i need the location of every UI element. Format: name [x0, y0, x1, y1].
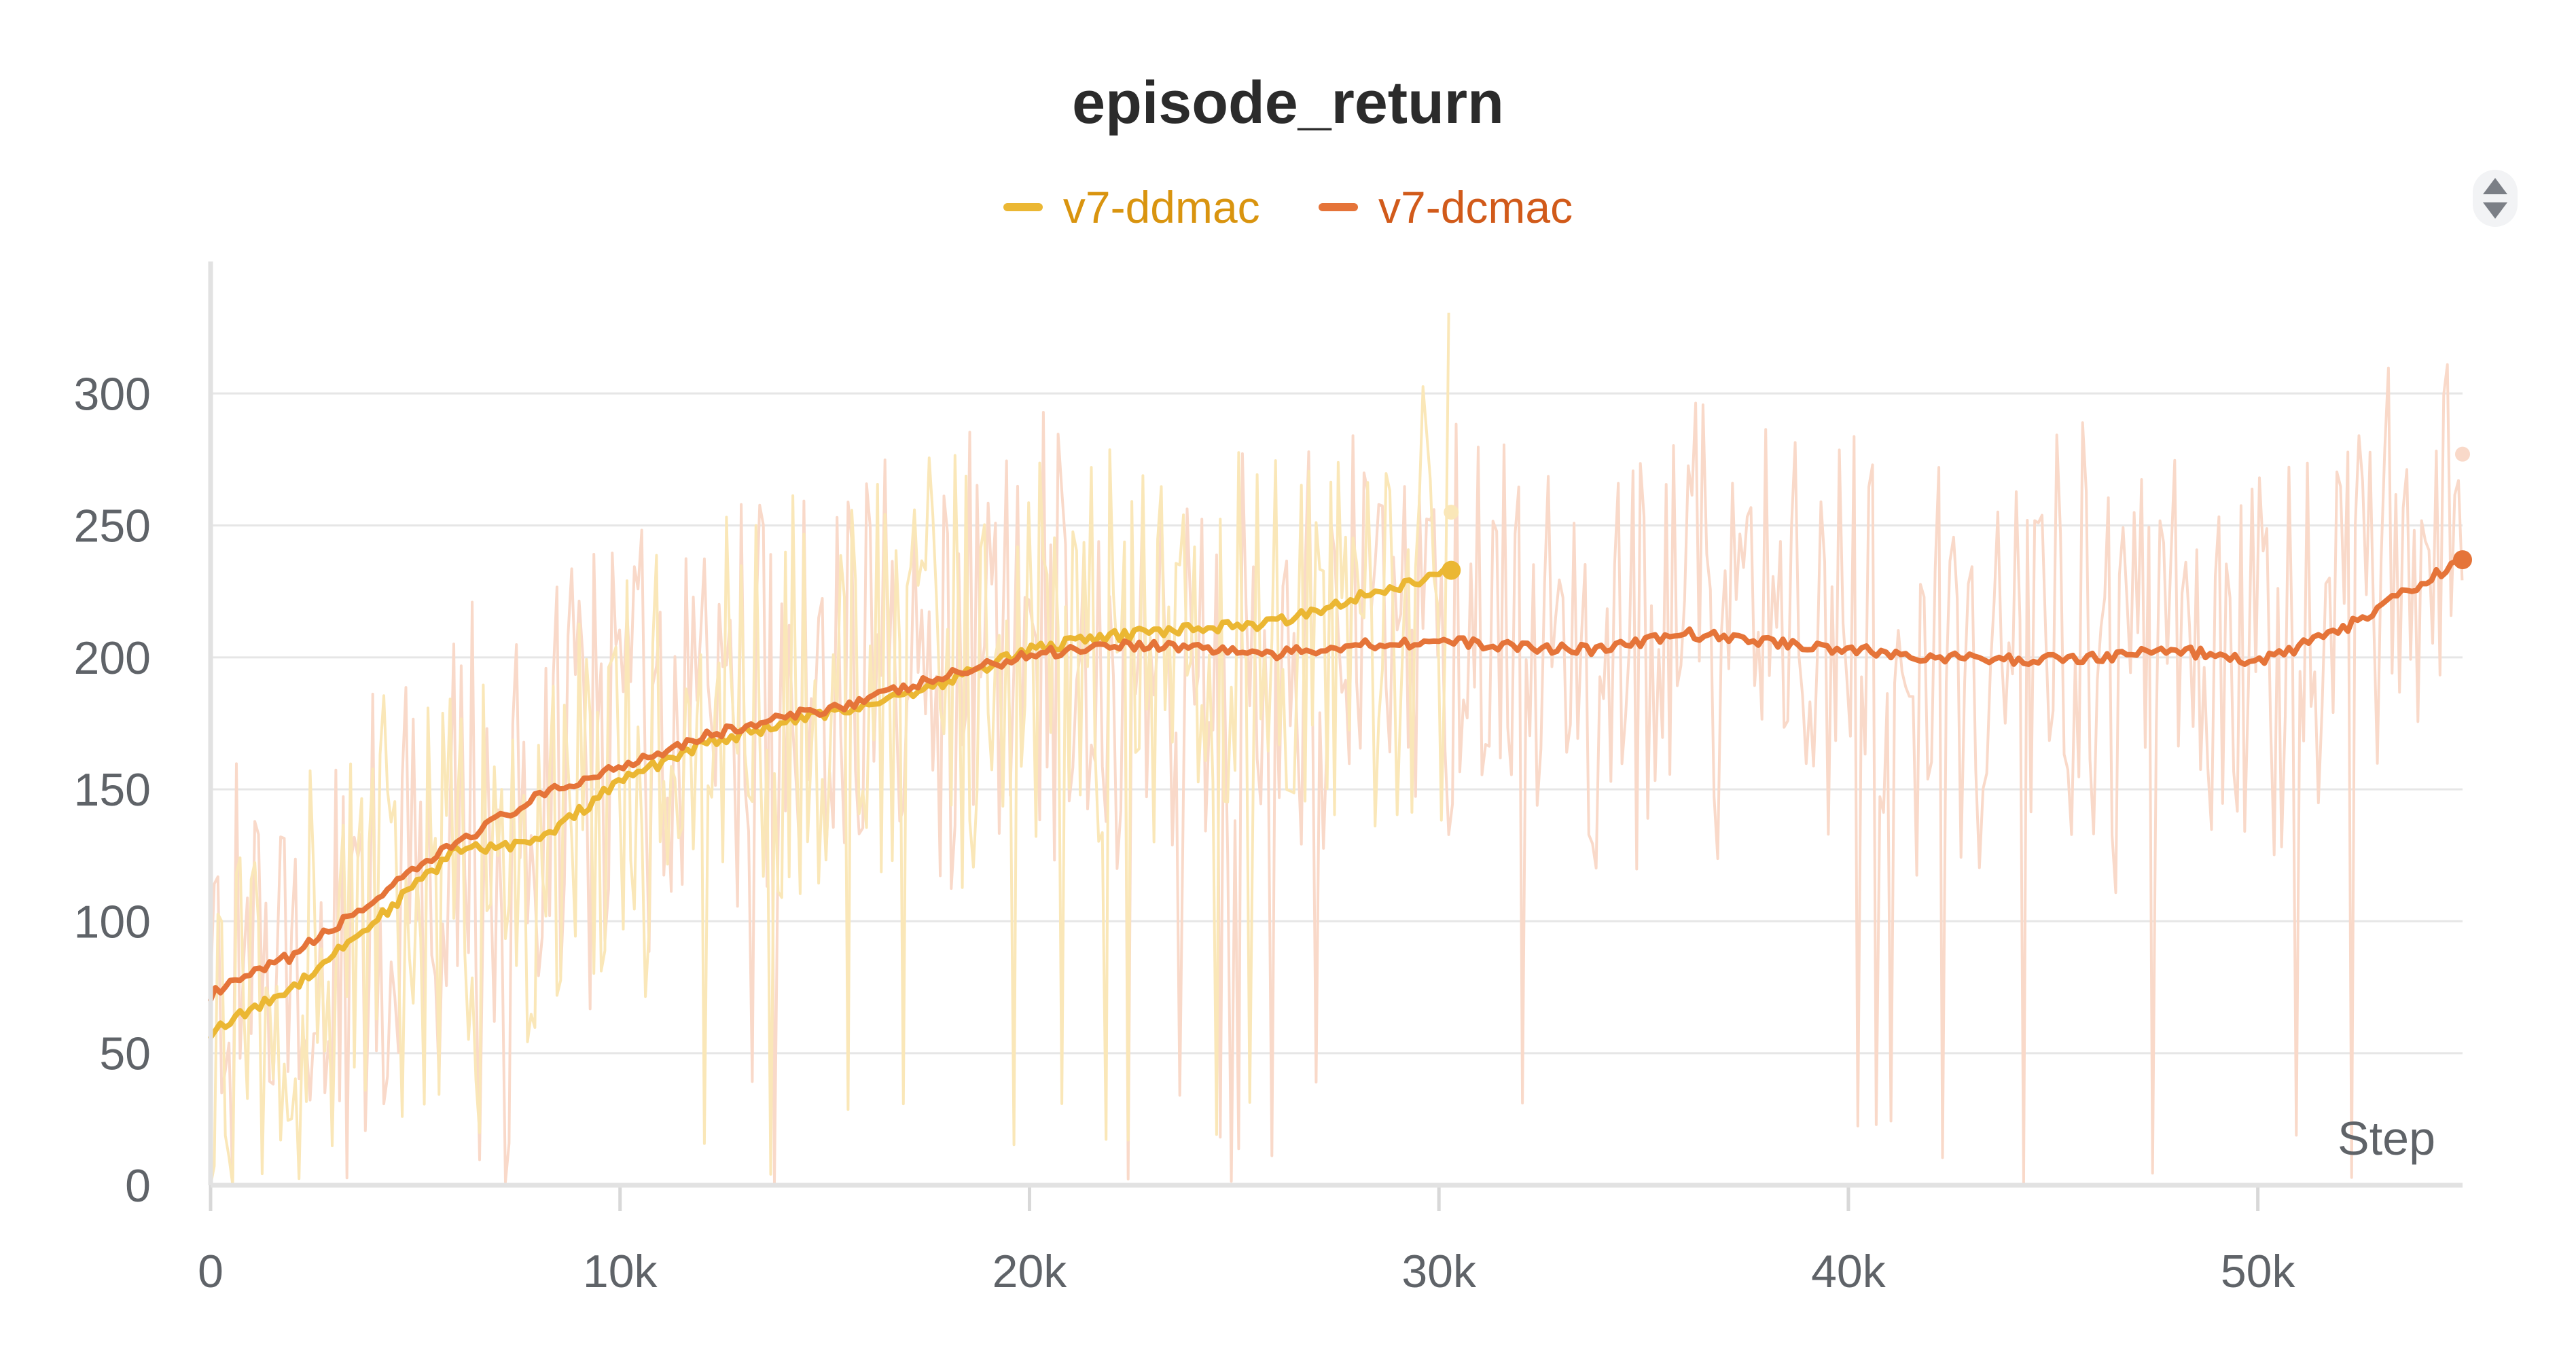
smoothed-series-lines: [208, 550, 2472, 1041]
raw-end-point-v7-dcmac: [2455, 446, 2470, 462]
legend-item-ddmac[interactable]: v7-ddmac: [1003, 181, 1260, 233]
chevron-down-icon: [2483, 202, 2507, 219]
y-tick-label: 0: [125, 1160, 151, 1212]
legend-label-dcmac: v7-dcmac: [1378, 182, 1573, 232]
x-tick-label: 30k: [1401, 1246, 1477, 1297]
x-tick-label: 40k: [1811, 1246, 1886, 1297]
sort-toggle-icon[interactable]: [2473, 170, 2518, 227]
smoothed-line-v7-ddmac: [208, 566, 1454, 1041]
y-tick-label: 50: [99, 1028, 151, 1080]
end-point-v7-dcmac: [2453, 550, 2472, 570]
raw-end-point-v7-ddmac: [1444, 505, 1459, 520]
axis-labels: 0 50 100 150 200 250 300 0 10k 20k 30k 40k 50k Step: [74, 368, 2435, 1297]
chart-title: episode_return: [1072, 69, 1504, 136]
y-tick-label: 200: [74, 632, 151, 684]
x-tick-label: 0: [198, 1246, 223, 1297]
axes: [208, 261, 2463, 1211]
raw-line-v7-ddmac: [209, 312, 1450, 1187]
y-tick-label: 300: [74, 368, 151, 420]
end-point-v7-ddmac: [1442, 560, 1461, 580]
legend-item-dcmac[interactable]: v7-dcmac: [1319, 181, 1573, 233]
y-tick-label: 250: [74, 501, 151, 552]
legend-swatch-dcmac: [1319, 203, 1359, 211]
smoothed-line-v7-dcmac: [208, 553, 2465, 1003]
y-tick-label: 100: [74, 896, 151, 948]
x-axis-title: Step: [2338, 1112, 2435, 1165]
y-tick-label: 150: [74, 764, 151, 816]
x-tick-label: 50k: [2221, 1246, 2296, 1297]
legend-swatch-ddmac: [1003, 203, 1043, 211]
x-tick-label: 20k: [992, 1246, 1068, 1297]
raw-series-lines: [209, 312, 2470, 1187]
legend-label-ddmac: v7-ddmac: [1062, 182, 1260, 232]
legend: v7-ddmac v7-dcmac: [0, 170, 2576, 233]
x-tick-label: 10k: [583, 1246, 658, 1297]
chevron-up-icon: [2483, 178, 2507, 194]
